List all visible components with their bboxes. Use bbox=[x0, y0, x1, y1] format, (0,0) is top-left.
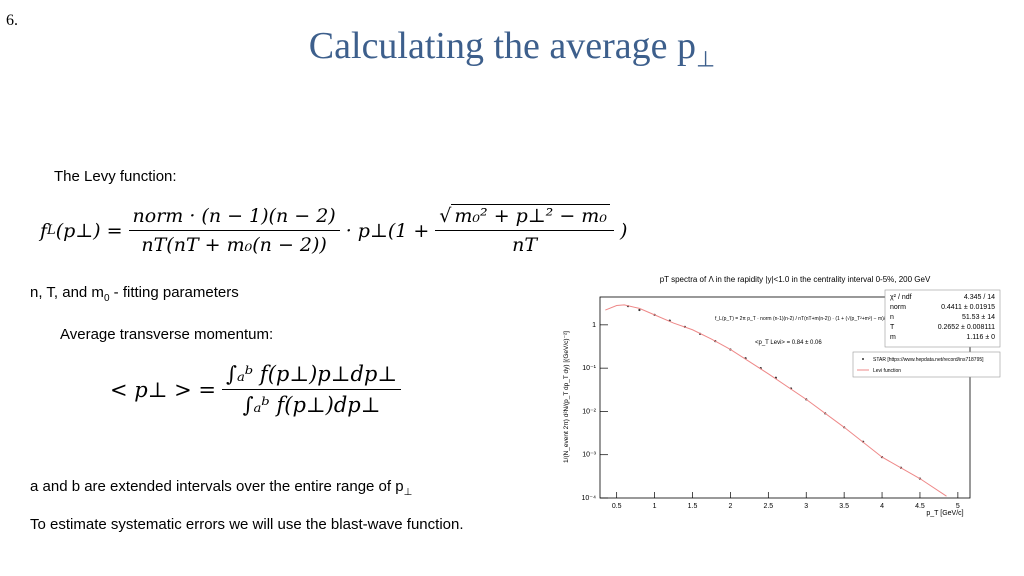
stats-box bbox=[884, 289, 1001, 348]
stats-name: χ² / ndf bbox=[890, 294, 912, 301]
interval-note: a and b are extended intervals over the … bbox=[30, 478, 412, 498]
note-sub: ⊥ bbox=[403, 487, 413, 498]
legend-swatch bbox=[862, 358, 864, 360]
fit-curve bbox=[605, 304, 947, 497]
stats-value: 4.345 / 14 bbox=[964, 294, 995, 301]
note-text: a and b are extended intervals over the … bbox=[30, 478, 404, 495]
x-tick-label: 4.5 bbox=[915, 503, 925, 510]
stats-name: n bbox=[890, 314, 894, 321]
stats-value: 1.116 ± 0 bbox=[966, 334, 995, 341]
formula-part: nT(nT + m₀(n − 2)) bbox=[141, 234, 327, 256]
params-note: n, T, and m0 - fitting parameters bbox=[30, 284, 239, 304]
stats-value: 0.2652 ± 0.008111 bbox=[938, 324, 995, 331]
plot-frame bbox=[599, 296, 971, 499]
y-tick-label: 10⁻¹ bbox=[582, 365, 596, 372]
stats-name: norm bbox=[890, 304, 906, 311]
avg-formula: < p⊥ > = ∫ₐᵇ f(p⊥)p⊥dp⊥ ∫ₐᵇ f(p⊥)dp⊥ bbox=[110, 362, 407, 417]
chart-title: pT spectra of Λ in the rapidity |y|<1.0 … bbox=[660, 275, 931, 284]
slide-title: Calculating the average p⊥ bbox=[0, 24, 1024, 73]
formula-part: ∫ₐᵇ f(p⊥)dp⊥ bbox=[242, 393, 381, 417]
note-text: n, T, and m bbox=[30, 284, 104, 301]
systematics-note: To estimate systematic errors we will us… bbox=[30, 516, 464, 533]
x-tick-label: 3.5 bbox=[839, 503, 849, 510]
legend-label: STAR [https://www.hepdata.net/record/ins… bbox=[873, 357, 984, 363]
formula-part: f bbox=[40, 219, 48, 242]
formula-part: · p⊥(1 + bbox=[345, 219, 430, 242]
formula-part: nT bbox=[512, 234, 538, 256]
legend-label: Levi function bbox=[873, 368, 901, 374]
formula-part: m₀² + p⊥² − m₀ bbox=[451, 204, 610, 227]
fit-formula: f_L(p_T) = 2π p_T · norm (n-1)(n-2) / nT… bbox=[715, 315, 897, 322]
slide-number: 6. bbox=[6, 12, 18, 29]
levy-label: The Levy function: bbox=[54, 168, 177, 185]
y-axis-label: 1/(N_event 2π) d²N/(p_T dp_T dy) [(GeV/c… bbox=[563, 331, 570, 463]
formula-part: < p⊥ > = bbox=[110, 377, 217, 402]
formula-part: norm · (n − 1)(n − 2) bbox=[128, 205, 340, 231]
x-tick-label: 4 bbox=[880, 503, 884, 510]
x-axis-label: p_T [GeV/c] bbox=[926, 510, 963, 517]
avg-label: Average transverse momentum: bbox=[60, 326, 274, 343]
levy-formula: f L (p⊥) = norm · (n − 1)(n − 2) nT(nT + m₀… bbox=[40, 204, 628, 256]
x-tick-label: 1 bbox=[653, 503, 657, 510]
formula-part: (p⊥) = bbox=[55, 219, 123, 242]
fraction: norm · (n − 1)(n − 2) nT(nT + m₀(n − 2)) bbox=[128, 205, 340, 256]
note-sub: 0 bbox=[103, 293, 110, 304]
stats-value: 51.53 ± 14 bbox=[962, 314, 995, 321]
title-text: Calculating the average p bbox=[308, 25, 697, 67]
x-tick-label: 5 bbox=[956, 503, 960, 510]
x-tick-label: 3 bbox=[804, 503, 808, 510]
y-tick-label: 10⁻⁴ bbox=[582, 495, 597, 502]
y-tick-label: 1 bbox=[592, 322, 596, 329]
fraction: √ m₀² + p⊥² − m₀ nT bbox=[435, 204, 614, 256]
stats-name: T bbox=[890, 324, 895, 331]
fraction: ∫ₐᵇ f(p⊥)p⊥dp⊥ ∫ₐᵇ f(p⊥)dp⊥ bbox=[222, 362, 402, 417]
data-point bbox=[638, 308, 641, 312]
stats-name: m bbox=[890, 334, 896, 341]
legend-box bbox=[852, 351, 1001, 378]
formula-part: ∫ₐᵇ f(p⊥)p⊥dp⊥ bbox=[222, 362, 402, 390]
formula-part: ) bbox=[619, 219, 628, 242]
x-tick-label: 2 bbox=[728, 503, 732, 510]
note-text: - fitting parameters bbox=[109, 284, 239, 301]
sqrt: √ m₀² + p⊥² − m₀ bbox=[435, 204, 614, 231]
x-tick-label: 1.5 bbox=[688, 503, 698, 510]
title-sub: ⊥ bbox=[696, 46, 716, 72]
x-tick-label: 0.5 bbox=[612, 503, 622, 510]
x-tick-label: 2.5 bbox=[763, 503, 773, 510]
formula-part: L bbox=[47, 223, 56, 238]
y-tick-label: 10⁻² bbox=[582, 408, 596, 415]
chart: pT spectra of Λ in the rapidity |y|<1.0 … bbox=[563, 275, 1001, 517]
stats-value: 0.4411 ± 0.01915 bbox=[941, 304, 995, 311]
annotation: <p_T Levi> = 0.84 ± 0.06 bbox=[755, 340, 822, 346]
y-tick-label: 10⁻³ bbox=[582, 452, 596, 459]
